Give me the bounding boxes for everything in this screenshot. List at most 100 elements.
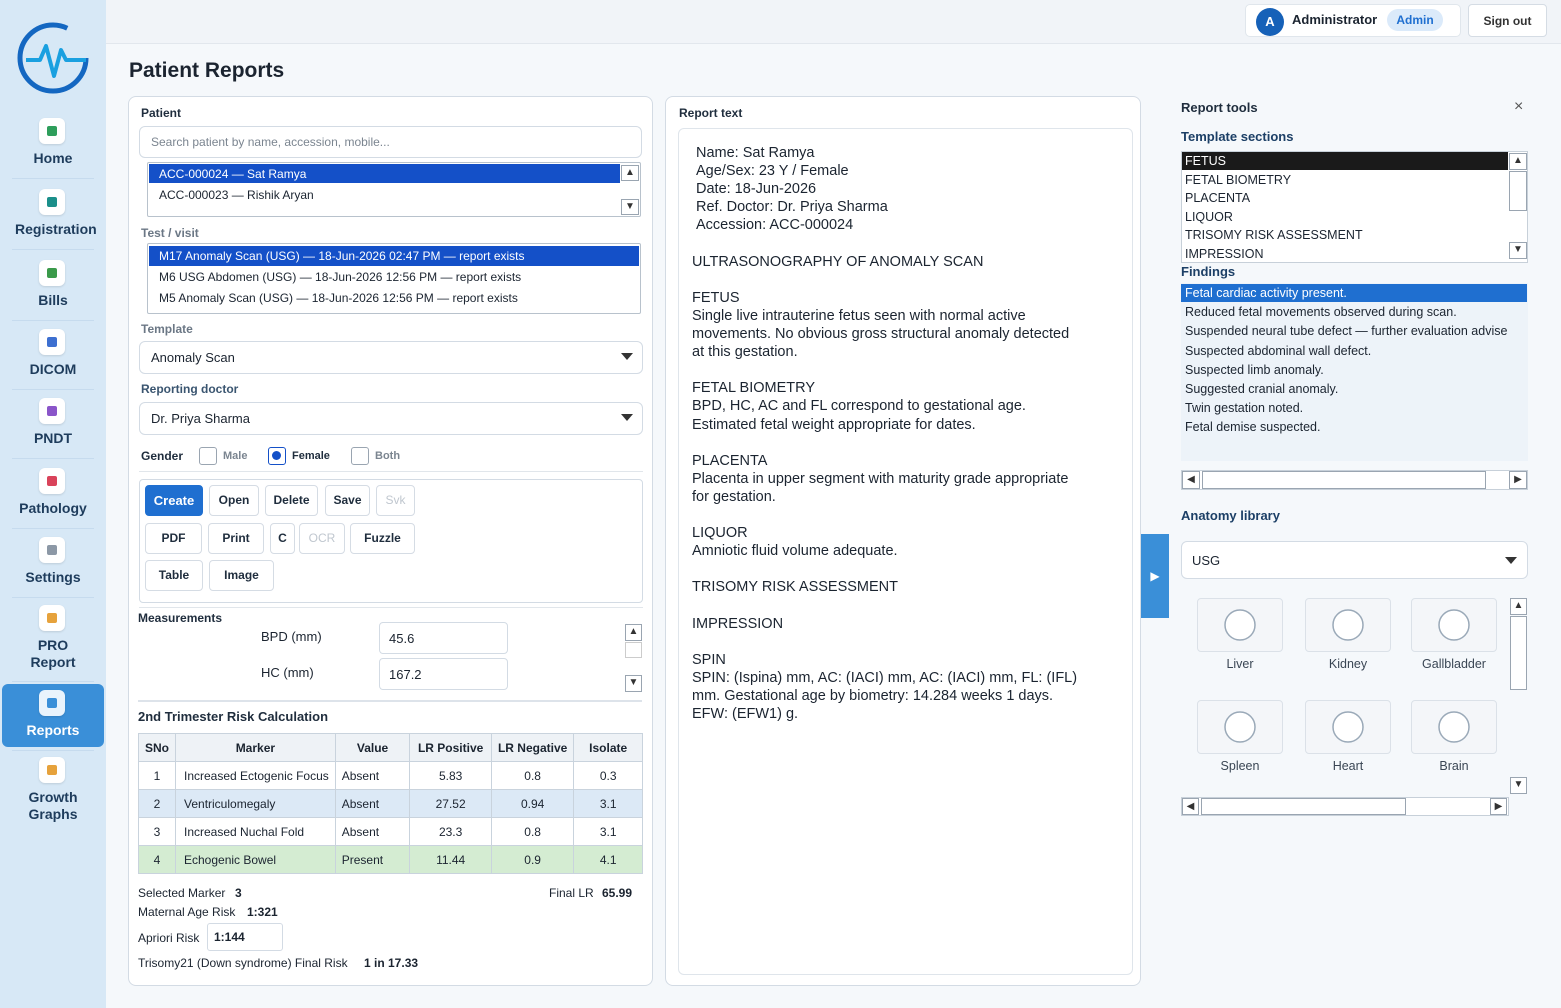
marker-row[interactable]: 2 Ventriculomegaly Absent 27.52 0.94 3.1 [138, 789, 643, 818]
anatomy-tile[interactable] [1305, 598, 1391, 652]
finding-item[interactable]: Suspected limb anomaly. [1185, 362, 1324, 377]
nav-divider [12, 178, 94, 179]
anatomy-tile[interactable] [1411, 700, 1497, 754]
scroll-down[interactable]: ▼ [621, 199, 639, 215]
role-badge: Admin [1387, 9, 1443, 31]
scroll-down[interactable]: ▼ [1509, 242, 1527, 259]
toolbar-button[interactable]: PDF [145, 522, 202, 554]
anatomy-select[interactable]: USG [1181, 541, 1528, 579]
finding-item[interactable]: Twin gestation noted. [1185, 401, 1304, 416]
toolbar-button[interactable]: Image [209, 560, 274, 591]
finding-item[interactable]: Suspected abdominal wall defect. [1185, 343, 1372, 358]
finding-item[interactable]: Suspended neural tube defect — further e… [1185, 324, 1508, 339]
finding-item[interactable]: Reduced fetal movements observed during … [1185, 305, 1457, 320]
scroll-thumb[interactable] [1510, 616, 1527, 690]
template-select[interactable]: Anomaly Scan [139, 341, 643, 374]
cell: Ventriculomegaly [175, 789, 336, 818]
toolbar-button[interactable]: Fuzzle [350, 522, 415, 554]
visit-item[interactable]: M6 USG Abdomen (USG) — 18-Jun-2026 12:56… [159, 270, 522, 284]
nav-icon[interactable] [39, 260, 65, 286]
anatomy-tile[interactable] [1305, 700, 1391, 754]
marker-row[interactable]: 4 Echogenic Bowel Present 11.44 0.9 4.1 [138, 845, 643, 874]
header-row: SNo Marker Value LR Positive LR Negative Isol… [138, 733, 643, 762]
close-button[interactable]: × [1514, 98, 1524, 115]
nav-icon[interactable] [39, 757, 65, 783]
doctor-select[interactable]: Dr. Priya Sharma [139, 402, 643, 435]
toolbar-button[interactable]: Create [145, 485, 203, 516]
scroll-up[interactable]: ▲ [621, 165, 639, 181]
apriori-input[interactable]: 1:144 [207, 923, 283, 951]
anatomy-tile[interactable] [1197, 700, 1283, 754]
report-line: Placenta in upper segment with maturity … [692, 470, 1069, 487]
nav-item[interactable]: PRO Report [0, 637, 106, 671]
anatomy-tile[interactable] [1411, 598, 1497, 652]
nav-label: Growth Graphs [28, 789, 78, 822]
scroll-up[interactable]: ▲ [625, 624, 642, 641]
report-label: Report text [679, 106, 743, 120]
scroll-down[interactable]: ▼ [1510, 777, 1527, 794]
checkbox[interactable] [351, 447, 369, 465]
measure-input[interactable]: 45.6 [379, 622, 508, 654]
nav-item[interactable]: Registration [0, 221, 106, 238]
nav-icon[interactable] [39, 398, 65, 424]
toolbar-button[interactable]: C [270, 522, 295, 554]
marker-row[interactable]: 1 Increased Ectogenic Focus Absent 5.83 0.8 0… [138, 761, 643, 790]
field-label: Gender [141, 449, 184, 463]
sign-out-button[interactable]: Sign out [1468, 4, 1547, 37]
marker-row[interactable]: 3 Increased Nuchal Fold Absent 23.3 0.8 3.1 [138, 817, 643, 846]
nav-icon[interactable] [39, 537, 65, 563]
nav-icon[interactable] [39, 189, 65, 215]
nav-icon[interactable] [39, 690, 65, 716]
nav-item[interactable]: DICOM [0, 361, 106, 378]
section-item[interactable]: IMPRESSION [1185, 247, 1264, 261]
visit-item[interactable]: M5 Anomaly Scan (USG) — 18-Jun-2026 12:5… [159, 291, 518, 305]
nav-item[interactable]: Bills [0, 292, 106, 309]
scroll-down[interactable]: ▼ [625, 675, 642, 692]
nav-icon[interactable] [39, 605, 65, 631]
scroll-up[interactable]: ▲ [1510, 598, 1527, 615]
nav-item[interactable]: PNDT [0, 430, 106, 447]
scroll-thumb[interactable] [1509, 171, 1527, 211]
scroll-thumb[interactable] [1201, 798, 1406, 815]
anatomy-tile[interactable] [1197, 598, 1283, 652]
patient-item[interactable]: ACC-000023 — Rishik Aryan [159, 188, 314, 202]
scroll-left[interactable]: ◀ [1182, 471, 1200, 489]
scroll-up[interactable]: ▲ [1509, 153, 1527, 170]
search-input[interactable]: Search patient by name, accession, mobil… [139, 126, 642, 158]
panel-toggle[interactable]: ▶ [1141, 534, 1169, 618]
finding-item[interactable]: Fetal demise suspected. [1185, 420, 1321, 435]
cell: 3.1 [573, 817, 643, 846]
patient-item[interactable]: ACC-000024 — Sat Ramya [149, 164, 620, 183]
toolbar-button[interactable]: Open [209, 485, 259, 516]
section-item[interactable]: PLACENTA [1185, 191, 1251, 206]
section-item[interactable]: FETUS [1182, 152, 1508, 170]
scroll-left[interactable]: ◀ [1182, 798, 1199, 815]
nav-item[interactable]: Pathology [0, 500, 106, 517]
toolbar-button[interactable]: Save [325, 485, 370, 516]
section-item[interactable]: FETAL BIOMETRY [1185, 172, 1292, 187]
cell: Increased Ectogenic Focus [175, 761, 336, 790]
scroll-thumb[interactable] [1202, 471, 1486, 489]
nav-item[interactable]: Growth Graphs [0, 789, 106, 823]
scroll-right[interactable]: ▶ [1509, 471, 1527, 489]
toolbar-button[interactable]: Delete [265, 485, 318, 516]
checkbox[interactable] [199, 447, 217, 465]
section-item[interactable]: TRISOMY RISK ASSESSMENT [1185, 228, 1363, 243]
nav-item[interactable]: Reports [0, 722, 106, 739]
section-item[interactable]: LIQUOR [1185, 209, 1233, 224]
nav-icon[interactable] [39, 118, 65, 144]
finding-item[interactable]: Suggested cranial anomaly. [1185, 382, 1339, 396]
nav-icon[interactable] [39, 468, 65, 494]
radio-checked[interactable] [268, 447, 286, 465]
visit-item[interactable]: M17 Anomaly Scan (USG) — 18-Jun-2026 02:… [149, 246, 639, 266]
nav-icon[interactable] [39, 329, 65, 355]
toolbar-button[interactable]: Table [145, 560, 203, 591]
report-editor[interactable] [678, 128, 1133, 975]
nav-item[interactable]: Settings [0, 569, 106, 586]
column-header: LR Negative [490, 733, 575, 762]
toolbar-button[interactable]: Print [208, 522, 264, 554]
measure-input[interactable]: 167.2 [379, 658, 508, 690]
finding-item[interactable]: Fetal cardiac activity present. [1181, 284, 1527, 302]
scroll-right[interactable]: ▶ [1490, 798, 1507, 815]
nav-item[interactable]: Home [0, 150, 106, 167]
